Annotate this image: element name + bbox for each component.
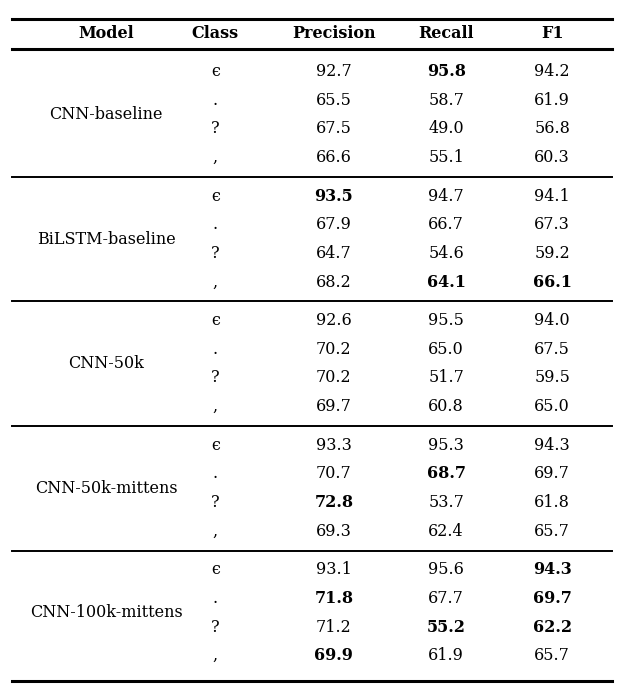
Text: .: . (213, 466, 218, 482)
Text: CNN-100k-mittens: CNN-100k-mittens (30, 604, 182, 622)
Text: 69.7: 69.7 (533, 590, 572, 607)
Text: 67.5: 67.5 (534, 341, 570, 358)
Text: CNN-baseline: CNN-baseline (49, 106, 163, 123)
Text: ,: , (213, 523, 218, 539)
Text: Recall: Recall (419, 25, 474, 42)
Text: ϵ: ϵ (211, 63, 220, 80)
Text: ϵ: ϵ (211, 188, 220, 205)
Text: 95.8: 95.8 (427, 63, 466, 80)
Text: 61.9: 61.9 (428, 647, 464, 664)
Text: ,: , (213, 398, 218, 415)
Text: 94.7: 94.7 (428, 188, 464, 205)
Text: 64.7: 64.7 (316, 245, 352, 262)
Text: 61.9: 61.9 (534, 92, 570, 109)
Text: .: . (213, 341, 218, 358)
Text: 49.0: 49.0 (428, 120, 464, 137)
Text: Class: Class (192, 25, 239, 42)
Text: 65.7: 65.7 (534, 647, 570, 664)
Text: 94.3: 94.3 (534, 437, 570, 454)
Text: ?: ? (211, 494, 220, 511)
Text: 59.2: 59.2 (534, 245, 570, 262)
Text: ϵ: ϵ (211, 562, 220, 578)
Text: 95.5: 95.5 (428, 313, 464, 329)
Text: 67.9: 67.9 (316, 216, 352, 233)
Text: 66.1: 66.1 (533, 274, 572, 290)
Text: ϵ: ϵ (211, 313, 220, 329)
Text: 92.6: 92.6 (316, 313, 352, 329)
Text: .: . (213, 590, 218, 607)
Text: BiLSTM-baseline: BiLSTM-baseline (37, 230, 175, 248)
Text: ?: ? (211, 120, 220, 137)
Text: ,: , (213, 149, 218, 166)
Text: F1: F1 (541, 25, 563, 42)
Text: 61.8: 61.8 (534, 494, 570, 511)
Text: 95.3: 95.3 (428, 437, 464, 454)
Text: 94.3: 94.3 (533, 562, 572, 578)
Text: ?: ? (211, 245, 220, 262)
Text: 71.8: 71.8 (314, 590, 353, 607)
Text: 93.1: 93.1 (316, 562, 352, 578)
Text: 92.7: 92.7 (316, 63, 352, 80)
Text: Model: Model (78, 25, 134, 42)
Text: 59.5: 59.5 (534, 370, 570, 386)
Text: 58.7: 58.7 (428, 92, 464, 109)
Text: 68.7: 68.7 (427, 466, 466, 482)
Text: ?: ? (211, 370, 220, 386)
Text: .: . (213, 92, 218, 109)
Text: 67.5: 67.5 (316, 120, 352, 137)
Text: .: . (213, 216, 218, 233)
Text: 69.9: 69.9 (314, 647, 353, 664)
Text: 65.5: 65.5 (316, 92, 352, 109)
Text: 94.0: 94.0 (534, 313, 570, 329)
Text: 95.6: 95.6 (428, 562, 464, 578)
Text: CNN-50k: CNN-50k (68, 355, 144, 372)
Text: 69.7: 69.7 (534, 466, 570, 482)
Text: 55.1: 55.1 (428, 149, 464, 166)
Text: CNN-50k-mittens: CNN-50k-mittens (35, 480, 177, 497)
Text: 70.7: 70.7 (316, 466, 352, 482)
Text: 53.7: 53.7 (428, 494, 464, 511)
Text: ,: , (213, 647, 218, 664)
Text: 65.7: 65.7 (534, 523, 570, 539)
Text: 71.2: 71.2 (316, 619, 352, 635)
Text: 93.5: 93.5 (314, 188, 353, 205)
Text: 70.2: 70.2 (316, 341, 352, 358)
Text: 54.6: 54.6 (428, 245, 464, 262)
Text: 62.4: 62.4 (428, 523, 464, 539)
Text: 72.8: 72.8 (314, 494, 353, 511)
Text: 65.0: 65.0 (534, 398, 570, 415)
Text: 69.7: 69.7 (316, 398, 352, 415)
Text: 55.2: 55.2 (427, 619, 466, 635)
Text: 69.3: 69.3 (316, 523, 352, 539)
Text: 94.1: 94.1 (534, 188, 570, 205)
Text: 93.3: 93.3 (316, 437, 352, 454)
Text: ϵ: ϵ (211, 437, 220, 454)
Text: 68.2: 68.2 (316, 274, 352, 290)
Text: 60.3: 60.3 (534, 149, 570, 166)
Text: Precision: Precision (292, 25, 376, 42)
Text: 64.1: 64.1 (427, 274, 466, 290)
Text: 66.6: 66.6 (316, 149, 352, 166)
Text: 66.7: 66.7 (428, 216, 464, 233)
Text: 67.7: 67.7 (428, 590, 464, 607)
Text: 56.8: 56.8 (534, 120, 570, 137)
Text: 70.2: 70.2 (316, 370, 352, 386)
Text: 67.3: 67.3 (534, 216, 570, 233)
Text: 51.7: 51.7 (428, 370, 464, 386)
Text: ,: , (213, 274, 218, 290)
Text: 60.8: 60.8 (428, 398, 464, 415)
Text: 62.2: 62.2 (533, 619, 572, 635)
Text: 94.2: 94.2 (534, 63, 570, 80)
Text: ?: ? (211, 619, 220, 635)
Text: 65.0: 65.0 (428, 341, 464, 358)
